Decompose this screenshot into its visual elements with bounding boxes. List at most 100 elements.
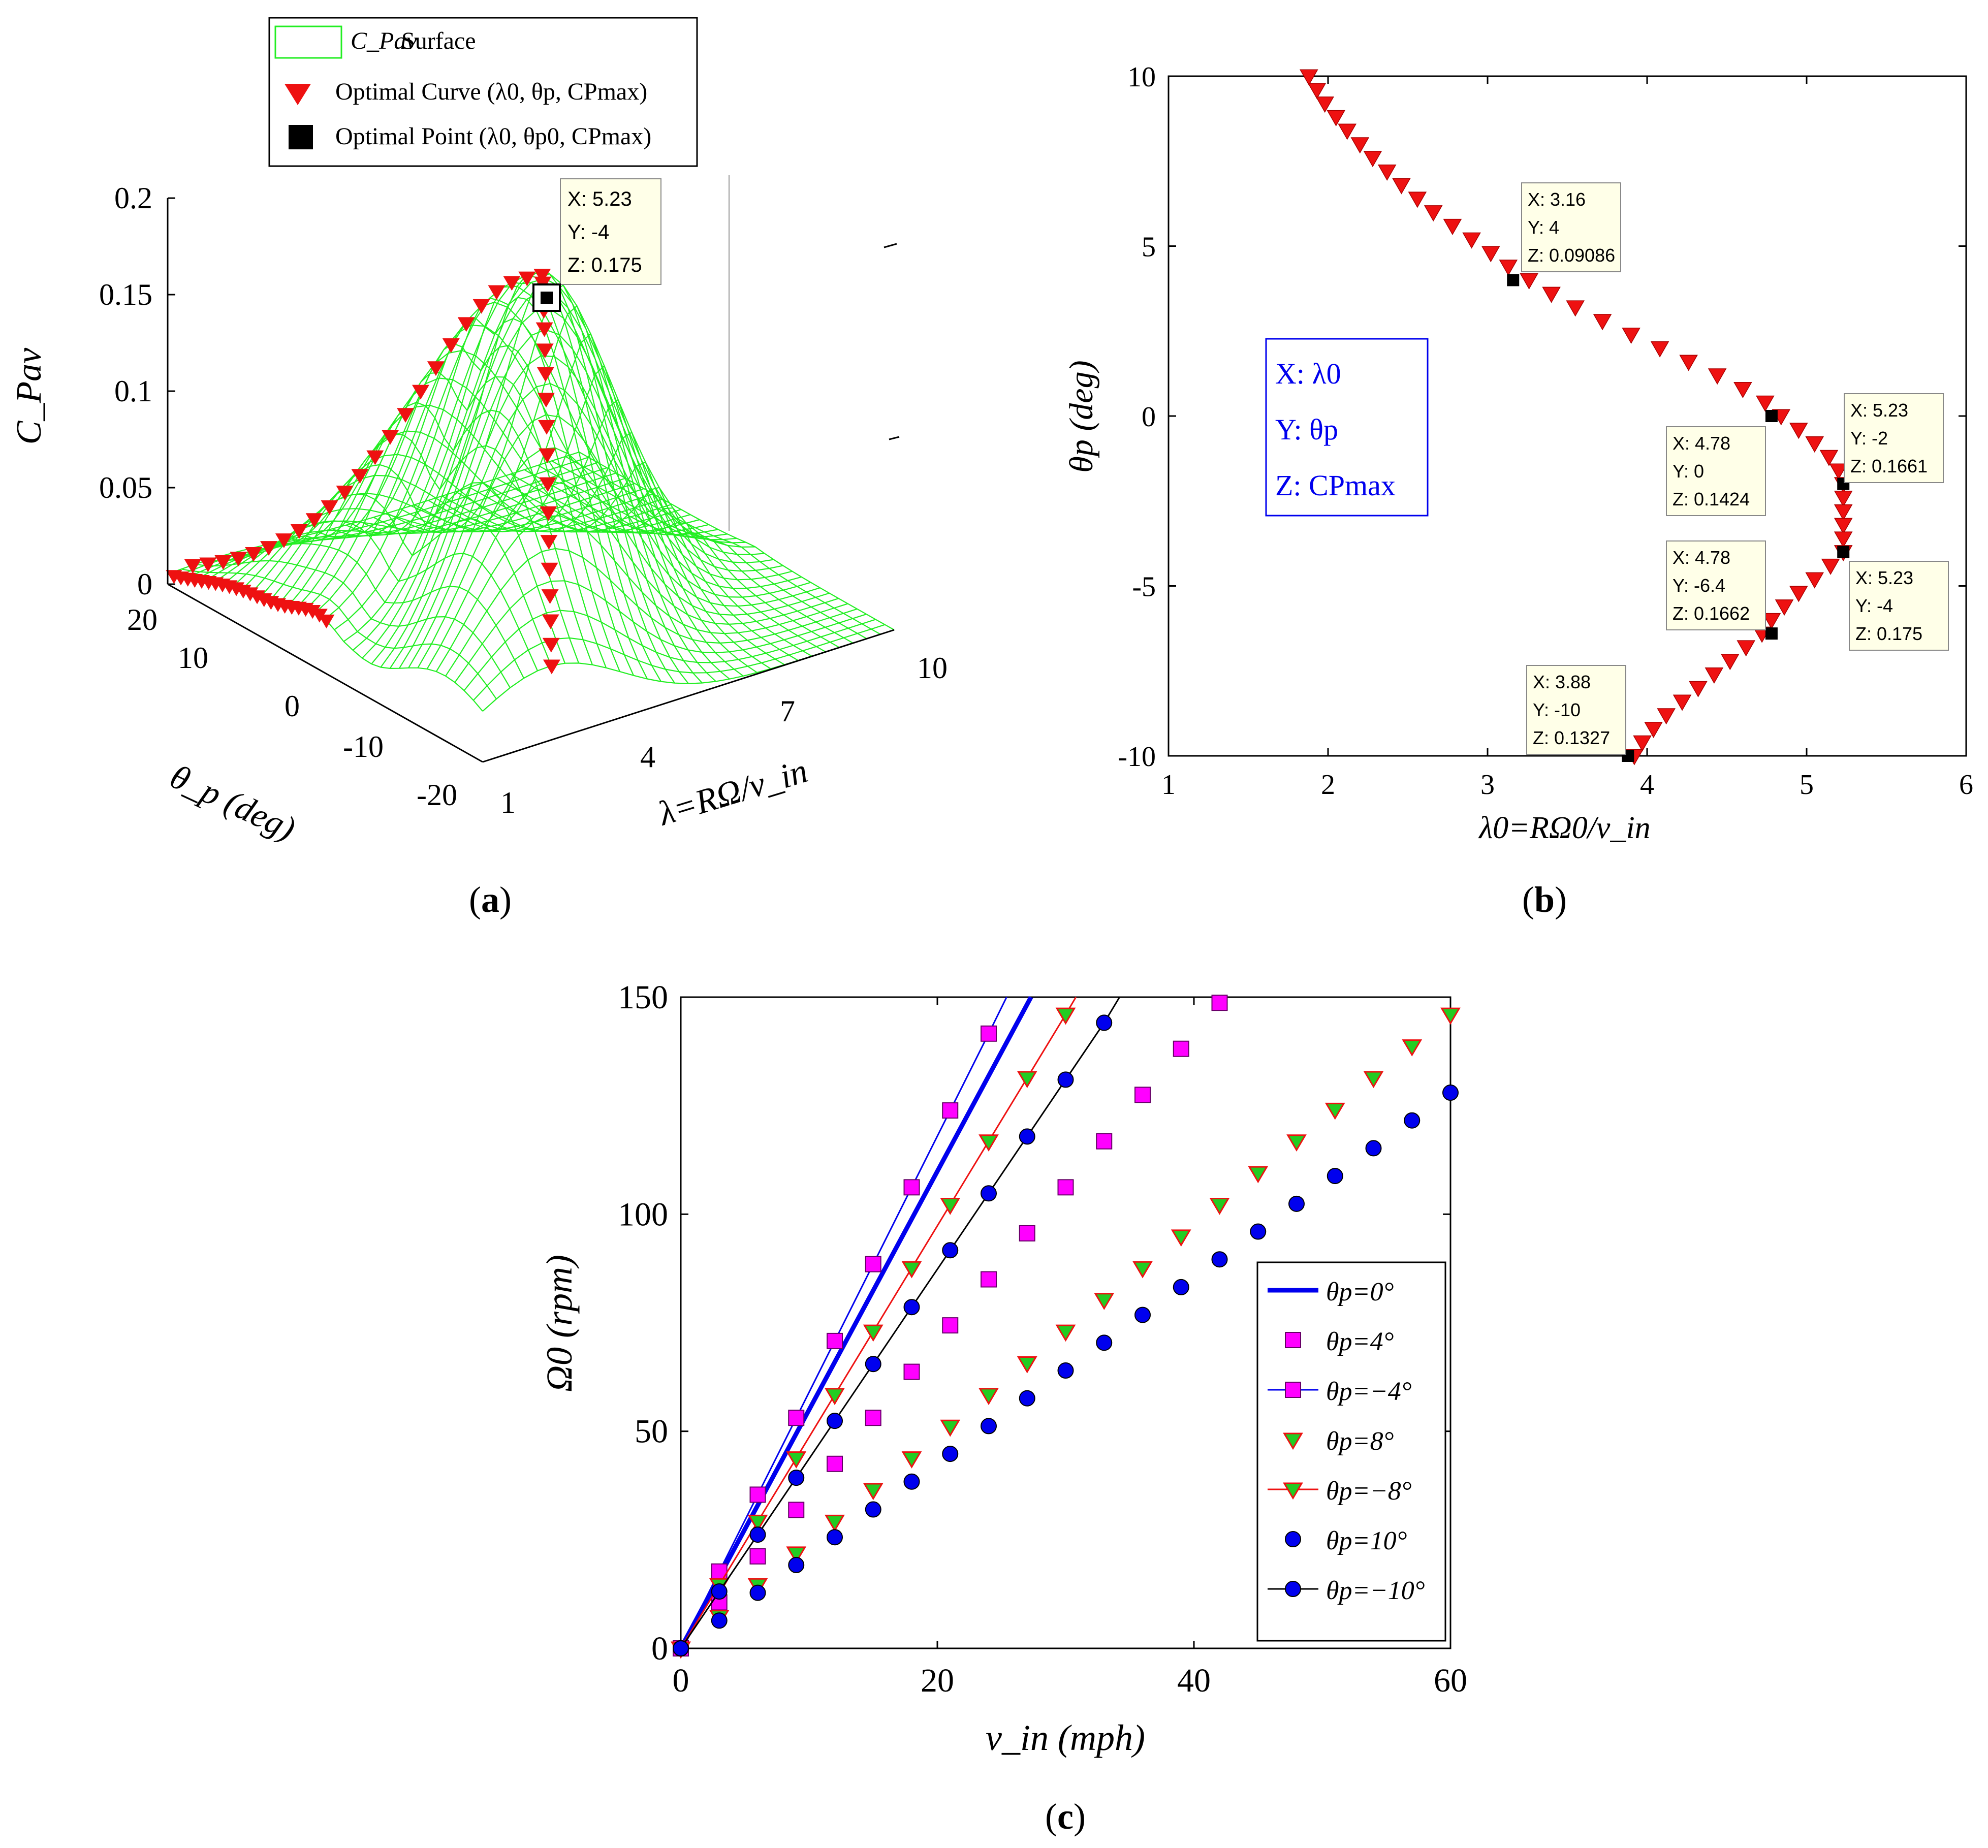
b-datatip-z: Z: 0.1327 [1533,727,1610,748]
b-curve-marker [1307,83,1327,100]
b-curve-marker [1829,463,1848,480]
a-legend: C_Pav Surface Optimal Curve (λ0, θp, CPm… [268,17,698,167]
optimal-curve-marker [472,299,490,314]
c-legend-marker [1285,1332,1301,1348]
c-data-point [940,1419,961,1437]
theta-axis-line [167,583,483,763]
b-curve-marker [1821,558,1840,575]
theta-tick-label: 0 [285,689,300,723]
optimal-curve-marker [412,385,429,400]
c-data-point [1250,1223,1267,1240]
c-data-point [1211,995,1228,1011]
b-datatip-box [1666,540,1766,630]
optimal-curve-marker [382,430,399,445]
c-data-point [1057,1071,1074,1088]
c-data-point [747,1514,768,1532]
c-data-point [1442,1085,1459,1101]
c-data-point [942,1242,959,1259]
b-curve-marker [1805,572,1824,589]
optimal-curve-marker [518,271,536,286]
b-curve-marker [1633,735,1652,752]
c-x-tick-label: 60 [1434,1662,1467,1699]
b-curve-marker [1762,613,1781,629]
b-datatip-z: Z: 0.175 [1855,623,1922,644]
surface-grid-line [469,461,785,665]
surface-grid-line [551,460,867,640]
c-legend-label: θp=−8° [1326,1477,1412,1506]
b-curve-marker [1542,286,1561,303]
lambda-tick-label: 7 [780,694,795,728]
b-y-tick-label: -10 [1118,741,1156,773]
optimal-curve-marker [397,408,415,423]
b-datatip-box [1666,426,1766,516]
c-x-tick-label: 20 [921,1662,954,1699]
surface-grid-line [304,342,621,672]
surface-grid-line [538,465,854,644]
info-z: Z: CPmax [1275,469,1396,502]
theta-tick-label: -10 [343,730,384,763]
c-legend-label: θp=10° [1326,1526,1407,1555]
b-datatip-y: Y: -6.4 [1673,575,1725,596]
c-data-point [825,1514,845,1532]
c-data-point [865,1356,881,1373]
datatip-z: Z: 0.175 [567,254,642,276]
b-curve-marker [1733,381,1752,398]
optimal-curve-marker [366,450,384,465]
b-curve-marker [1737,640,1755,657]
c-series-line [680,997,1077,1649]
c-data-point [979,1388,999,1406]
c-legend: θp=0° θp=4° θp=−4° θp=8° θp=−8° θp=10° θp=−10° [1256,1261,1446,1642]
c-data-point [903,1363,920,1380]
c-series-group [673,995,1228,1656]
c-data-point [1440,1007,1461,1025]
b-curve-marker [1408,192,1427,208]
b-datatip-marker [1507,274,1520,286]
c-legend-label: θp=0° [1326,1278,1394,1307]
c-data-point [1173,1040,1189,1057]
a-ylabel: θ_p (deg) [165,757,301,848]
b-datatip-y: Y: 0 [1673,461,1704,482]
b-curve-marker [1679,355,1698,371]
optimal-curve-marker [214,555,232,570]
optimal-curve-marker [536,343,554,359]
z-tick-label: 0.05 [99,471,152,504]
c-data-point [788,1502,805,1518]
theta-tick-label: -20 [417,778,457,812]
legend-surface-text: Surface [401,27,476,54]
optimal-curve-marker [538,420,555,435]
b-curve-marker [1424,205,1443,222]
panel-label-b: (b) [1522,879,1567,920]
c-data-point [981,1025,997,1042]
c-data-point [1288,1195,1305,1212]
surface-grid-line [428,365,744,677]
surface-grid-line [263,434,580,663]
b-x-tick-label: 2 [1321,769,1335,801]
b-curve-marker [1650,341,1669,358]
b-curve-marker [1720,654,1740,671]
surface-grid-line [208,543,524,679]
optimal-curve-marker [318,614,335,629]
lambda-tick-label: 10 [917,651,948,685]
z-tick-label: 0.2 [114,181,152,215]
b-curve-marker [1834,504,1853,521]
b-curve-marker [1789,423,1808,439]
b-datatip-box [1526,665,1626,755]
b-curve-marker [1566,300,1585,317]
theta-tick-label: 10 [178,641,208,675]
optimal-curve-marker [275,533,293,549]
c-data-point [1404,1112,1421,1129]
b-curve-marker [1593,314,1612,331]
c-data-point [749,1548,766,1565]
c-data-point [827,1455,843,1472]
b-curve-marker [1499,260,1518,276]
b-curve-marker [1756,395,1775,412]
b-curve-marker [1705,667,1724,684]
optimal-curve-marker [535,322,553,337]
c-data-point [1055,1007,1076,1025]
b-datatip-x: X: 3.16 [1528,189,1586,210]
datatip-y: Y: -4 [567,221,609,243]
c-data-point [1327,1168,1343,1185]
c-data-point [749,1486,766,1503]
surface-grid-line [291,372,607,668]
